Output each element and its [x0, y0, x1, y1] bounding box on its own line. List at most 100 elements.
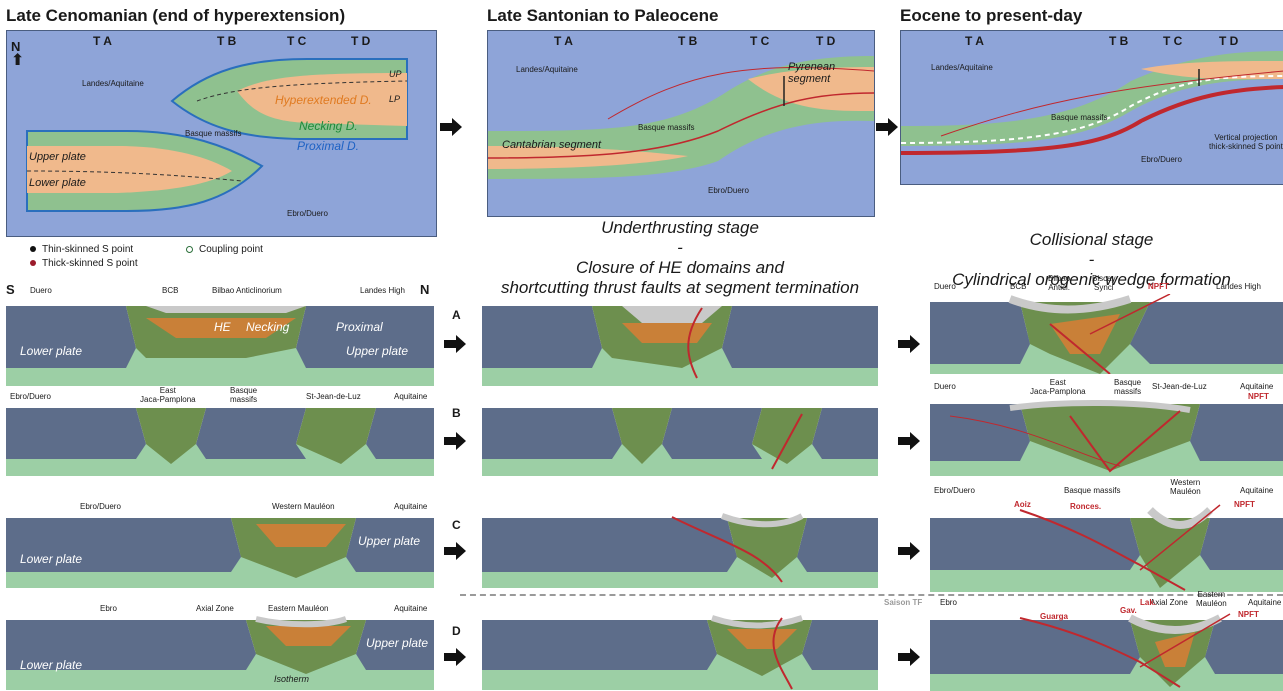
a3-duero: Duero — [934, 282, 956, 291]
row-b-letter: B — [452, 406, 461, 420]
section-b-eocene — [930, 396, 1283, 476]
map2-marker-c: T C — [750, 34, 770, 48]
map3-marker-b: T B — [1109, 34, 1129, 48]
section-a-eocene — [930, 294, 1283, 374]
panel1-title: Late Cenomanian (end of hyperextension) — [6, 6, 346, 25]
d1-eastern-mauleon: Eastern Mauléon — [268, 604, 329, 613]
a3-npft: NPFT — [1148, 282, 1169, 291]
legend-thick: Thick-skinned S point — [30, 258, 138, 269]
d3-gav: Gav. — [1120, 606, 1137, 615]
map-late-santonian: Landes/Aquitaine Basque massifs Ebro/Due… — [487, 30, 875, 217]
map-eocene-present: Landes/Aquitaine Basque massifs Ebro/Due… — [900, 30, 1283, 185]
b3-npft: NPFT — [1248, 392, 1269, 401]
north-arrow: N ⬆ — [11, 39, 25, 69]
c1-aquitaine: Aquitaine — [394, 502, 428, 511]
map1-marker-b: T B — [217, 34, 237, 48]
d1-lower-plate: Lower plate — [20, 658, 83, 672]
row-d-letter: D — [452, 624, 461, 638]
map3-marker-d: T D — [1219, 34, 1239, 48]
c1-lower-plate: Lower plate — [20, 552, 83, 566]
c1-western-mauleon: Western Mauléon — [272, 502, 335, 511]
map3-basque-label: Basque massifs — [1051, 113, 1108, 122]
section-d3-drawing — [930, 613, 1283, 691]
arrow-icon — [444, 648, 466, 666]
section-c3-drawing — [930, 504, 1283, 592]
c3-aquitaine: Aquitaine — [1240, 486, 1274, 495]
stage3-caption: Collisional stage - Cylindrical orogenic w… — [952, 230, 1231, 289]
arrow-icon — [898, 648, 920, 666]
legend-thin: Thin-skinned S point — [30, 244, 133, 255]
section-a-santonian — [482, 298, 878, 386]
d3-guarga: Guarga — [1040, 612, 1069, 621]
b3-jaca: East Jaca-Pamplona — [1030, 378, 1086, 396]
d1-isotherm: Isotherm — [274, 674, 310, 684]
map3-vertical-projection-label: Vertical projection thick-skinned S point — [1209, 133, 1283, 151]
c3-ronces: Ronces. — [1070, 502, 1102, 511]
map2-basque-label: Basque massifs — [638, 123, 695, 132]
map-late-cenomanian: N ⬆ Landes/Aquitaine Basque massifs Ebro/… — [6, 30, 437, 237]
map1-lp-label: LP — [389, 94, 401, 104]
map3-ebro-label: Ebro/Duero — [1141, 155, 1182, 164]
d1-aquitaine: Aquitaine — [394, 604, 428, 613]
c3-npft: NPFT — [1234, 500, 1255, 509]
b3-basque: Basque massifs — [1114, 378, 1142, 396]
d3-aquitaine: Aquitaine — [1248, 598, 1282, 607]
section-d-santonian — [482, 614, 878, 690]
map3-marker-a: T A — [965, 34, 984, 48]
map3-marker-c: T C — [1163, 34, 1183, 48]
map2-marker-a: T A — [554, 34, 573, 48]
north-label: N — [420, 282, 430, 297]
arrow-icon — [444, 432, 466, 450]
stage2-caption: Underthrusting stage - — [601, 218, 759, 257]
section-b-cenomanian — [6, 404, 434, 476]
section-d2-drawing — [482, 615, 878, 690]
map2-landes-label: Landes/Aquitaine — [516, 65, 578, 74]
arrow-icon — [444, 542, 466, 560]
arrow-icon — [898, 542, 920, 560]
section-c-eocene — [930, 500, 1283, 592]
b1-basque: Basque massifs — [230, 386, 258, 404]
section-a1-drawing — [6, 306, 434, 386]
b3-duero: Duero — [934, 382, 956, 391]
saison-tf-label: Saison TF — [884, 598, 923, 607]
b1-ebro: Ebro/Duero — [10, 392, 51, 401]
map1-landes-label: Landes/Aquitaine — [82, 79, 144, 88]
d3-npft: NPFT — [1238, 610, 1259, 619]
arrow-icon — [444, 335, 466, 353]
map1-basque-label: Basque massifs — [185, 129, 242, 138]
section-b2-drawing — [482, 408, 878, 476]
map2-marker-b: T B — [678, 34, 698, 48]
stage2-subcaption: Closure of HE domains and shortcutting th… — [500, 258, 860, 297]
c3-mauleon: Western Mauléon — [1170, 478, 1201, 496]
b3-stjean: St-Jean-de-Luz — [1152, 382, 1207, 391]
map2-drawing — [488, 56, 874, 179]
d1-ebro: Ebro — [100, 604, 117, 613]
map1-drawing — [26, 58, 408, 212]
a1-landes: Landes High — [360, 286, 405, 295]
map1-proximal-label: Proximal D. — [297, 139, 360, 153]
section-d1-drawing — [6, 616, 434, 690]
c3-aoiz: Aoiz — [1014, 500, 1031, 509]
section-c-cenomanian: Lower plate Upper plate — [6, 512, 434, 588]
b1-jaca: East Jaca-Pamplona — [140, 386, 196, 404]
section-a2-drawing — [482, 306, 878, 386]
a1-proximal: Proximal — [336, 320, 383, 334]
d3-ebro: Ebro — [940, 598, 957, 607]
a3-biscay: Biscay Syncl — [1092, 274, 1116, 292]
map1-marker-a: T A — [93, 34, 112, 48]
a1-upper-plate: Upper plate — [346, 344, 409, 358]
arrow-icon — [898, 432, 920, 450]
row-c-letter: C — [452, 518, 461, 532]
c3-ebro: Ebro/Duero — [934, 486, 975, 495]
a1-necking: Necking — [246, 320, 290, 334]
map2-cantabrian-label: Cantabrian segment — [502, 139, 602, 151]
row-a-letter: A — [452, 308, 461, 322]
section-b-santonian — [482, 404, 878, 476]
map1-necking-label: Necking D. — [299, 119, 358, 133]
map1-marker-c: T C — [287, 34, 307, 48]
a3-bilbao: Bilbao Anticl. — [1048, 274, 1071, 292]
panel2-title: Late Santonian to Paleocene — [487, 6, 719, 25]
map2-ebro-label: Ebro/Duero — [708, 186, 749, 195]
section-b1-drawing — [6, 408, 434, 476]
map3-landes-label: Landes/Aquitaine — [931, 63, 993, 72]
